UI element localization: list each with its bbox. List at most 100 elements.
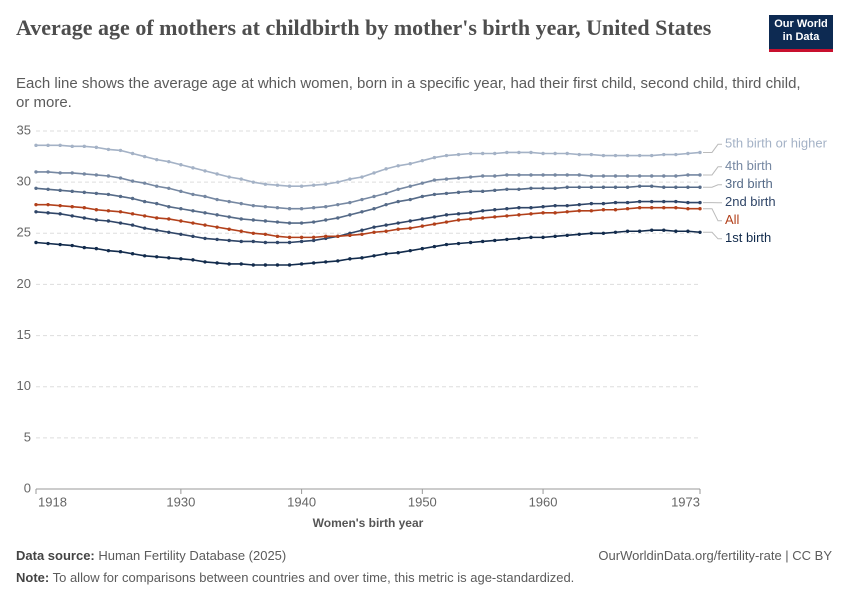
data-point — [480, 239, 485, 244]
data-point — [239, 229, 243, 233]
data-point — [480, 189, 485, 194]
data-point — [565, 185, 569, 189]
data-point — [118, 176, 123, 180]
data-point — [70, 204, 74, 209]
data-point — [420, 246, 425, 251]
logo-text: Our World — [774, 18, 828, 30]
data-point — [468, 211, 473, 215]
data-point — [650, 174, 654, 178]
data-point — [674, 229, 678, 233]
data-point — [650, 184, 654, 188]
data-point — [167, 256, 171, 260]
subtitle: Each line shows the average age at which… — [16, 75, 801, 111]
data-point — [227, 199, 231, 204]
data-point — [348, 213, 352, 217]
data-point — [263, 182, 268, 186]
data-point — [34, 202, 38, 207]
data-point — [613, 230, 618, 234]
y-tick-label: 15 — [17, 327, 31, 342]
url[interactable]: OurWorldinData.org/fertility-rate | CC B… — [598, 548, 832, 563]
data-point — [275, 263, 280, 267]
data-point — [179, 163, 183, 167]
data-point — [227, 215, 231, 219]
logo-text: in Data — [782, 31, 820, 43]
data-point — [625, 200, 630, 205]
series-label: 5th birth or higher — [725, 136, 828, 151]
data-point — [275, 183, 280, 187]
data-point — [239, 217, 243, 221]
y-tick-label: 5 — [24, 429, 31, 444]
data-point — [130, 151, 135, 156]
data-point — [553, 234, 557, 239]
data-point — [589, 174, 594, 178]
data-point — [142, 181, 147, 185]
data-point — [637, 229, 642, 233]
data-point — [444, 220, 449, 224]
data-point — [408, 248, 412, 253]
data-point — [384, 223, 388, 227]
data-point — [637, 184, 642, 188]
logo[interactable]: Our World in Data — [769, 15, 833, 52]
data-point — [58, 188, 62, 193]
data-point — [251, 239, 256, 244]
data-point — [480, 151, 485, 156]
data-point — [686, 200, 690, 205]
data-point — [565, 233, 569, 238]
data-point — [227, 175, 231, 179]
data-point — [553, 211, 557, 215]
data-point — [698, 185, 702, 189]
data-point — [384, 191, 388, 196]
data-point — [432, 215, 437, 219]
data-point — [372, 171, 376, 175]
data-point — [505, 150, 509, 155]
data-point — [396, 251, 400, 255]
series-line — [35, 229, 701, 266]
data-point — [94, 208, 99, 212]
data-point — [70, 189, 74, 194]
data-point — [191, 221, 195, 225]
label-connector — [703, 184, 722, 188]
data-point — [299, 262, 304, 266]
data-point — [396, 227, 400, 231]
data-point — [589, 231, 594, 235]
data-point — [432, 178, 437, 182]
data-point — [203, 223, 207, 227]
data-point — [456, 152, 461, 157]
data-point — [118, 249, 123, 254]
data-point — [613, 174, 618, 178]
data-point — [517, 236, 521, 241]
series-label: 4th birth — [725, 158, 772, 173]
data-point — [155, 255, 159, 259]
data-point — [82, 206, 86, 210]
data-point — [70, 171, 74, 175]
y-tick-label: 0 — [24, 480, 31, 495]
data-point — [360, 228, 364, 232]
data-point — [34, 240, 38, 245]
data-point — [46, 187, 50, 192]
data-point — [674, 152, 678, 157]
data-point — [420, 181, 425, 185]
data-point — [372, 225, 376, 229]
data-point — [336, 216, 340, 220]
data-point — [541, 186, 545, 190]
data-point — [179, 219, 183, 223]
data-point — [34, 170, 38, 174]
data-point — [565, 173, 569, 177]
data-point — [215, 261, 219, 265]
series-line — [36, 144, 701, 188]
y-tick-label: 20 — [17, 276, 31, 291]
data-point — [396, 221, 400, 225]
data-point — [155, 228, 159, 232]
data-point — [444, 242, 449, 247]
data-point — [360, 175, 364, 179]
data-point — [589, 185, 594, 189]
data-point — [203, 194, 207, 199]
data-point — [698, 150, 702, 155]
data-point — [275, 206, 280, 210]
data-point — [311, 220, 316, 224]
data-point — [227, 227, 231, 231]
data-point — [118, 194, 123, 199]
data-point — [420, 194, 425, 199]
data-point — [456, 176, 461, 180]
